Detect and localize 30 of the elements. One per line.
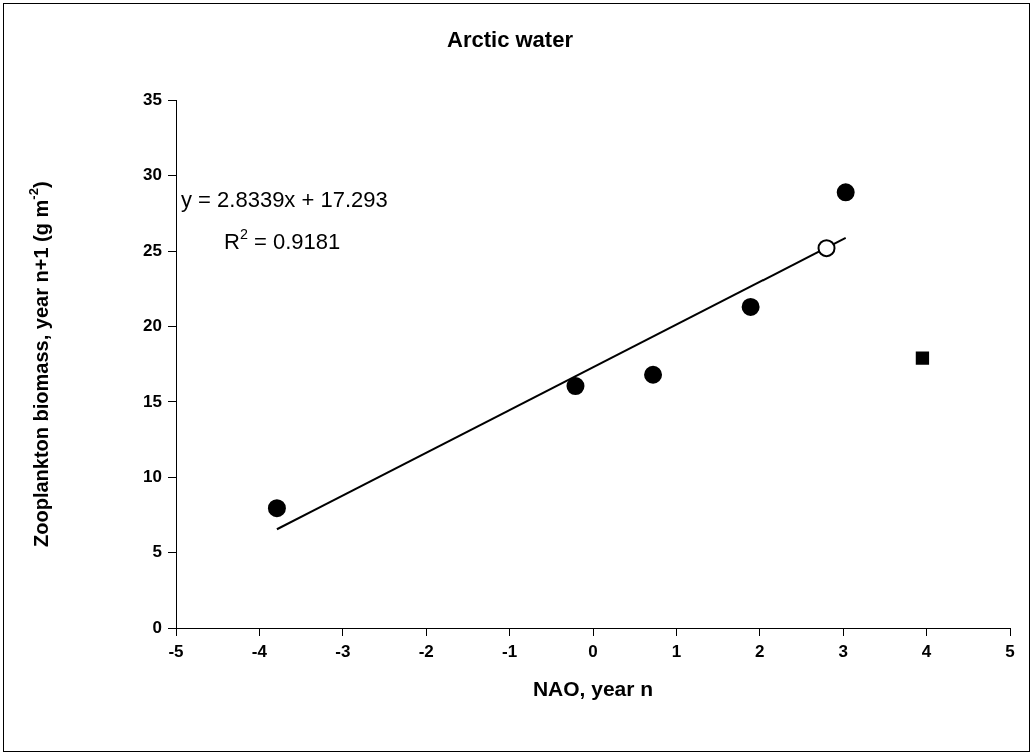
y-tick-label: 15 [143, 391, 162, 411]
x-tick-label: -4 [251, 641, 268, 661]
y-tick-label: 10 [143, 466, 162, 486]
point [817, 239, 836, 258]
y-tick-label: 30 [143, 165, 162, 185]
point [915, 351, 930, 365]
x-tick-label: 1 [671, 641, 682, 661]
point [566, 377, 585, 396]
x-axis-title: NAO, year n [532, 676, 654, 700]
y-axis-title: Zooplankton biomass, year n+1 (g m-2) [25, 181, 52, 547]
y-tick-label: 0 [152, 617, 162, 637]
x-tick-label: 0 [588, 641, 598, 661]
x-tick-label: 3 [838, 641, 848, 661]
y-tick-label: 20 [143, 316, 162, 336]
x-tick-label: 2 [755, 641, 765, 661]
x-tick-label: 4 [921, 641, 932, 661]
x-tick-label: 5 [1005, 641, 1015, 661]
point [836, 183, 855, 202]
point [267, 499, 286, 518]
y-tick-label: 25 [143, 240, 162, 260]
chart-title: Arctic water [447, 27, 574, 53]
point [741, 297, 760, 316]
x-tick-label: -3 [335, 641, 351, 661]
x-tick-label: -1 [502, 641, 518, 661]
x-tick-label: -5 [168, 641, 184, 661]
y-tick-label: 35 [143, 90, 162, 110]
x-tick-label: -2 [418, 641, 434, 661]
point [644, 365, 663, 384]
annotation: y = 2.8339x + 17.293 [181, 187, 388, 213]
y-tick-label: 5 [152, 542, 162, 562]
